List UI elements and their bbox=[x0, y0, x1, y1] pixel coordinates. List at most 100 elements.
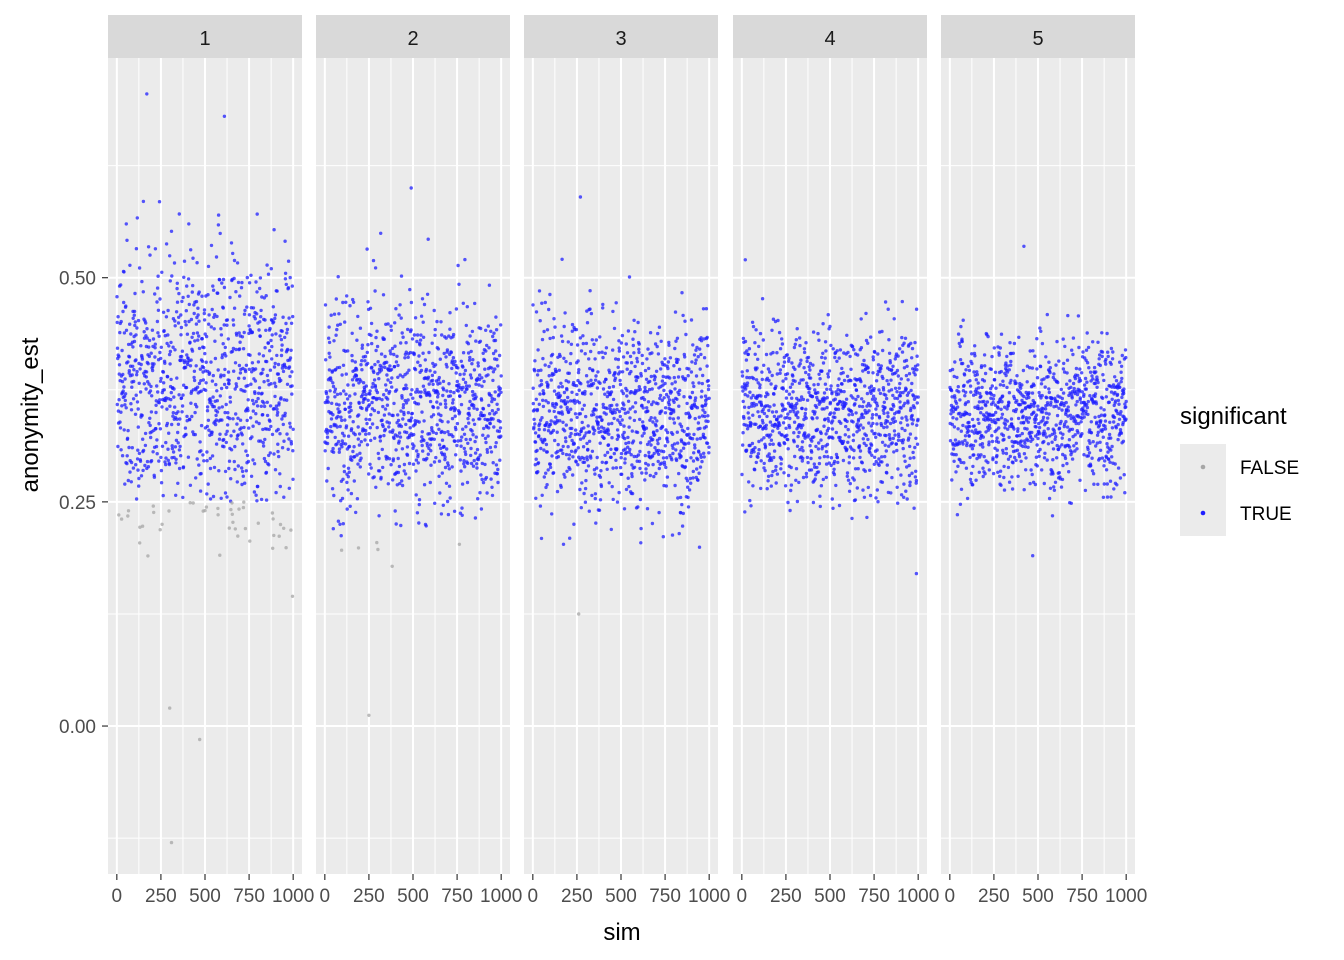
data-point bbox=[176, 422, 181, 426]
data-point bbox=[205, 459, 209, 463]
data-point bbox=[342, 389, 346, 393]
data-point bbox=[155, 384, 159, 388]
data-point bbox=[982, 379, 987, 383]
data-point bbox=[1047, 387, 1051, 391]
data-point bbox=[822, 454, 827, 459]
data-point bbox=[369, 333, 373, 337]
data-point bbox=[953, 360, 957, 364]
data-point bbox=[338, 322, 342, 326]
data-point bbox=[445, 447, 449, 451]
data-point bbox=[571, 380, 576, 385]
data-point bbox=[333, 387, 338, 391]
data-point bbox=[195, 385, 200, 389]
data-point bbox=[895, 485, 899, 489]
data-point bbox=[666, 395, 670, 399]
data-point bbox=[369, 438, 373, 443]
data-point bbox=[767, 378, 771, 383]
data-point bbox=[372, 370, 376, 375]
data-point bbox=[448, 394, 453, 398]
data-point bbox=[120, 454, 125, 458]
data-point bbox=[482, 413, 486, 418]
data-point bbox=[479, 326, 483, 331]
data-point bbox=[385, 397, 390, 401]
data-point bbox=[629, 369, 633, 374]
data-point bbox=[1050, 440, 1054, 444]
data-point bbox=[643, 385, 647, 390]
data-point bbox=[389, 352, 393, 356]
data-point bbox=[996, 406, 1000, 410]
data-point bbox=[380, 418, 384, 422]
data-point bbox=[1091, 340, 1095, 344]
data-point bbox=[222, 437, 226, 442]
data-point bbox=[228, 416, 232, 421]
data-point bbox=[440, 438, 445, 442]
data-point bbox=[790, 382, 794, 386]
data-point bbox=[176, 321, 181, 325]
data-point bbox=[194, 322, 199, 326]
data-point bbox=[166, 458, 170, 462]
data-point bbox=[888, 437, 892, 442]
facet-panel-5: 50 250 500 750 1000 bbox=[941, 15, 1147, 907]
data-point bbox=[914, 481, 918, 485]
data-point bbox=[384, 383, 388, 387]
data-point bbox=[211, 395, 215, 399]
data-point bbox=[284, 365, 288, 370]
data-point bbox=[984, 403, 988, 408]
data-point bbox=[349, 491, 354, 496]
data-point bbox=[443, 455, 447, 459]
data-point bbox=[355, 453, 359, 457]
data-point bbox=[213, 339, 217, 343]
data-point bbox=[459, 402, 464, 407]
data-point bbox=[868, 446, 872, 450]
data-point bbox=[599, 429, 603, 434]
data-point bbox=[327, 336, 331, 340]
data-point bbox=[1044, 411, 1049, 415]
data-point bbox=[221, 306, 225, 310]
data-point bbox=[743, 510, 747, 514]
data-point bbox=[545, 328, 550, 332]
data-point bbox=[643, 478, 647, 482]
data-point bbox=[994, 421, 998, 425]
data-point bbox=[474, 435, 478, 439]
data-point bbox=[433, 333, 437, 337]
data-point bbox=[235, 437, 239, 441]
data-point bbox=[154, 444, 159, 449]
data-point bbox=[137, 451, 142, 456]
data-point bbox=[337, 447, 342, 451]
data-point bbox=[456, 263, 460, 268]
data-point bbox=[780, 433, 784, 437]
data-point bbox=[845, 474, 849, 478]
data-point bbox=[893, 419, 898, 423]
data-point bbox=[237, 376, 241, 380]
data-point bbox=[573, 412, 578, 416]
data-point bbox=[827, 369, 832, 373]
data-point bbox=[680, 524, 685, 528]
data-point bbox=[1040, 410, 1045, 414]
data-point bbox=[995, 448, 999, 452]
data-point bbox=[552, 409, 556, 414]
data-point bbox=[632, 351, 636, 355]
data-point bbox=[219, 496, 223, 500]
data-point bbox=[912, 506, 916, 510]
data-point bbox=[227, 466, 231, 471]
data-point bbox=[1035, 464, 1040, 468]
data-point bbox=[217, 278, 222, 282]
data-point bbox=[434, 431, 438, 436]
data-point bbox=[868, 451, 872, 455]
data-point bbox=[993, 403, 997, 407]
data-point bbox=[790, 361, 794, 365]
data-point bbox=[848, 481, 852, 486]
data-point bbox=[909, 406, 913, 410]
data-point bbox=[1096, 482, 1100, 486]
data-point bbox=[258, 276, 263, 280]
data-point bbox=[643, 368, 648, 373]
data-point bbox=[291, 449, 295, 453]
data-point bbox=[636, 375, 640, 380]
data-point bbox=[568, 434, 572, 439]
data-point bbox=[807, 373, 811, 377]
data-point bbox=[288, 374, 292, 379]
data-point bbox=[759, 403, 764, 408]
data-point bbox=[406, 398, 410, 402]
data-point bbox=[794, 338, 798, 342]
data-point bbox=[221, 342, 225, 346]
